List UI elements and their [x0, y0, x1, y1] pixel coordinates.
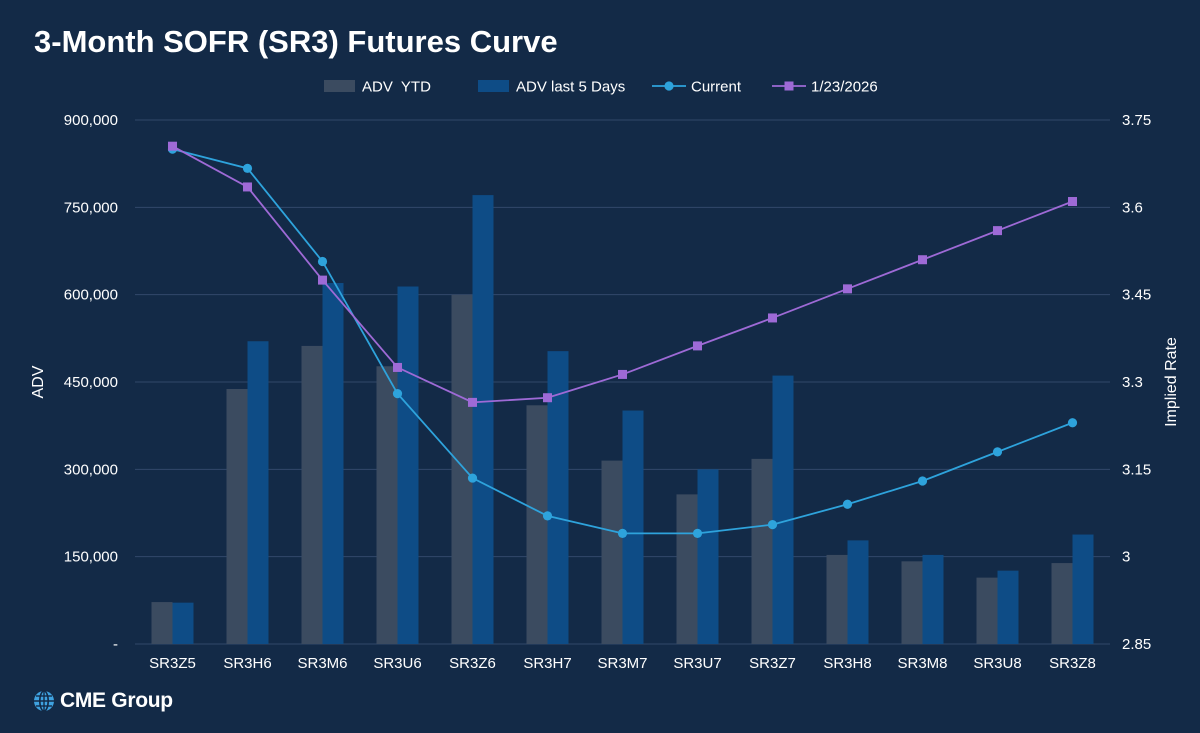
bar-adv-ytd — [376, 366, 398, 644]
right-tick-label: 3.15 — [1122, 461, 1151, 478]
bar-adv-ytd — [601, 460, 623, 644]
bar-series — [151, 195, 1094, 644]
globe-icon — [34, 690, 54, 712]
bar-adv-ytd — [826, 554, 848, 644]
point-prior-date — [168, 141, 177, 151]
legend-adv-last-5-days-swatch — [478, 80, 509, 92]
x-tick-label: SR3M6 — [297, 655, 347, 672]
bar-adv-last-5-days — [322, 283, 344, 644]
bar-adv-last-5-days — [547, 351, 569, 644]
bar-adv-last-5-days — [997, 570, 1019, 644]
bar-adv-ytd — [301, 345, 323, 644]
left-axis-label: ADV — [30, 365, 47, 398]
left-tick-label: - — [113, 636, 118, 653]
point-current — [317, 256, 328, 267]
left-tick-label: 750,000 — [64, 199, 118, 216]
chart-title: 3-Month SOFR (SR3) Futures Curve — [34, 24, 558, 59]
bar-adv-last-5-days — [922, 554, 944, 644]
point-current — [467, 473, 478, 483]
logo-text: CME Group — [60, 689, 173, 712]
right-tick-label: 2.85 — [1122, 636, 1151, 653]
point-current — [917, 476, 928, 486]
point-current — [992, 447, 1003, 457]
bar-adv-last-5-days — [472, 195, 494, 644]
bar-adv-ytd — [151, 602, 173, 644]
point-prior-date — [468, 397, 477, 407]
bar-adv-last-5-days — [247, 341, 269, 644]
point-current — [242, 163, 253, 173]
left-tick-label: 600,000 — [64, 287, 118, 304]
legend-adv-ytd-swatch — [324, 80, 355, 92]
left-tick-label: 150,000 — [64, 549, 118, 566]
bar-adv-ytd — [1051, 563, 1073, 644]
point-prior-date — [768, 313, 777, 323]
x-axis: SR3Z5 SR3H6 SR3M6 SR3U6 SR3Z6 SR3H7 SR3M7 SR3U7… — [149, 655, 1096, 672]
bar-adv-ytd — [901, 561, 923, 644]
bar-adv-ytd — [226, 388, 248, 644]
right-tick-label: 3 — [1122, 549, 1130, 566]
line-series — [167, 141, 1078, 538]
bar-adv-last-5-days — [622, 410, 644, 644]
x-tick-label: SR3Z5 — [149, 655, 196, 672]
point-prior-date — [918, 255, 927, 265]
left-axis: - 150,000 300,000 450,000 600,000 750,000 900,… — [30, 112, 118, 653]
right-axis: 2.85 3 3.15 3.3 3.45 3.6 3.75 Implied Rate — [1122, 112, 1180, 653]
x-tick-label: SR3H6 — [223, 655, 271, 672]
point-prior-date — [393, 362, 402, 372]
x-tick-label: SR3Z6 — [449, 655, 496, 672]
right-tick-label: 3.75 — [1122, 112, 1151, 129]
bar-adv-ytd — [676, 494, 698, 644]
x-tick-label: SR3M7 — [597, 655, 647, 672]
point-current — [542, 511, 553, 521]
legend: ADV YTD ADV last 5 Days Current 1/23/2026 — [324, 79, 878, 96]
bar-adv-last-5-days — [772, 375, 794, 644]
right-tick-label: 3.6 — [1122, 199, 1143, 216]
bar-adv-ytd — [451, 294, 473, 644]
bar-adv-ytd — [976, 577, 998, 644]
x-tick-label: SR3U7 — [673, 655, 721, 672]
point-prior-date — [243, 182, 252, 192]
x-tick-label: SR3M8 — [897, 655, 947, 672]
legend-current-label: Current — [691, 79, 742, 96]
legend-prior-date-swatch-marker — [784, 81, 794, 91]
right-axis-label: Implied Rate — [1163, 337, 1180, 427]
point-prior-date — [993, 226, 1002, 236]
point-current — [767, 520, 778, 530]
bar-adv-ytd — [751, 458, 773, 644]
point-current — [617, 528, 628, 538]
legend-prior-date-label: 1/23/2026 — [811, 79, 878, 96]
bar-adv-last-5-days — [1072, 534, 1094, 644]
point-current — [392, 389, 403, 399]
bar-adv-ytd — [526, 405, 548, 644]
bar-adv-last-5-days — [397, 286, 419, 644]
bar-adv-last-5-days — [847, 540, 869, 644]
left-tick-label: 300,000 — [64, 461, 118, 478]
x-tick-label: SR3H7 — [523, 655, 571, 672]
point-prior-date — [1068, 197, 1077, 207]
bar-adv-last-5-days — [697, 469, 719, 644]
right-tick-label: 3.3 — [1122, 374, 1143, 391]
point-prior-date — [318, 275, 327, 285]
point-prior-date — [693, 341, 702, 351]
x-tick-label: SR3U6 — [373, 655, 421, 672]
left-tick-label: 450,000 — [64, 374, 118, 391]
point-current — [1067, 418, 1078, 428]
left-tick-label: 900,000 — [64, 112, 118, 129]
point-prior-date — [618, 369, 627, 379]
x-tick-label: SR3Z8 — [1049, 655, 1096, 672]
x-tick-label: SR3Z7 — [749, 655, 796, 672]
point-prior-date — [843, 284, 852, 294]
point-current — [692, 528, 703, 538]
x-tick-label: SR3H8 — [823, 655, 871, 672]
point-prior-date — [543, 393, 552, 403]
legend-adv-last-5-days-label: ADV last 5 Days — [516, 79, 625, 96]
cme-group-logo: CME Group — [33, 687, 173, 715]
x-tick-label: SR3U8 — [973, 655, 1021, 672]
point-current — [842, 499, 853, 509]
legend-current-swatch-marker — [664, 81, 674, 91]
right-tick-label: 3.45 — [1122, 287, 1151, 304]
bar-adv-last-5-days — [172, 602, 194, 644]
legend-adv-ytd-label: ADV YTD — [362, 79, 431, 96]
